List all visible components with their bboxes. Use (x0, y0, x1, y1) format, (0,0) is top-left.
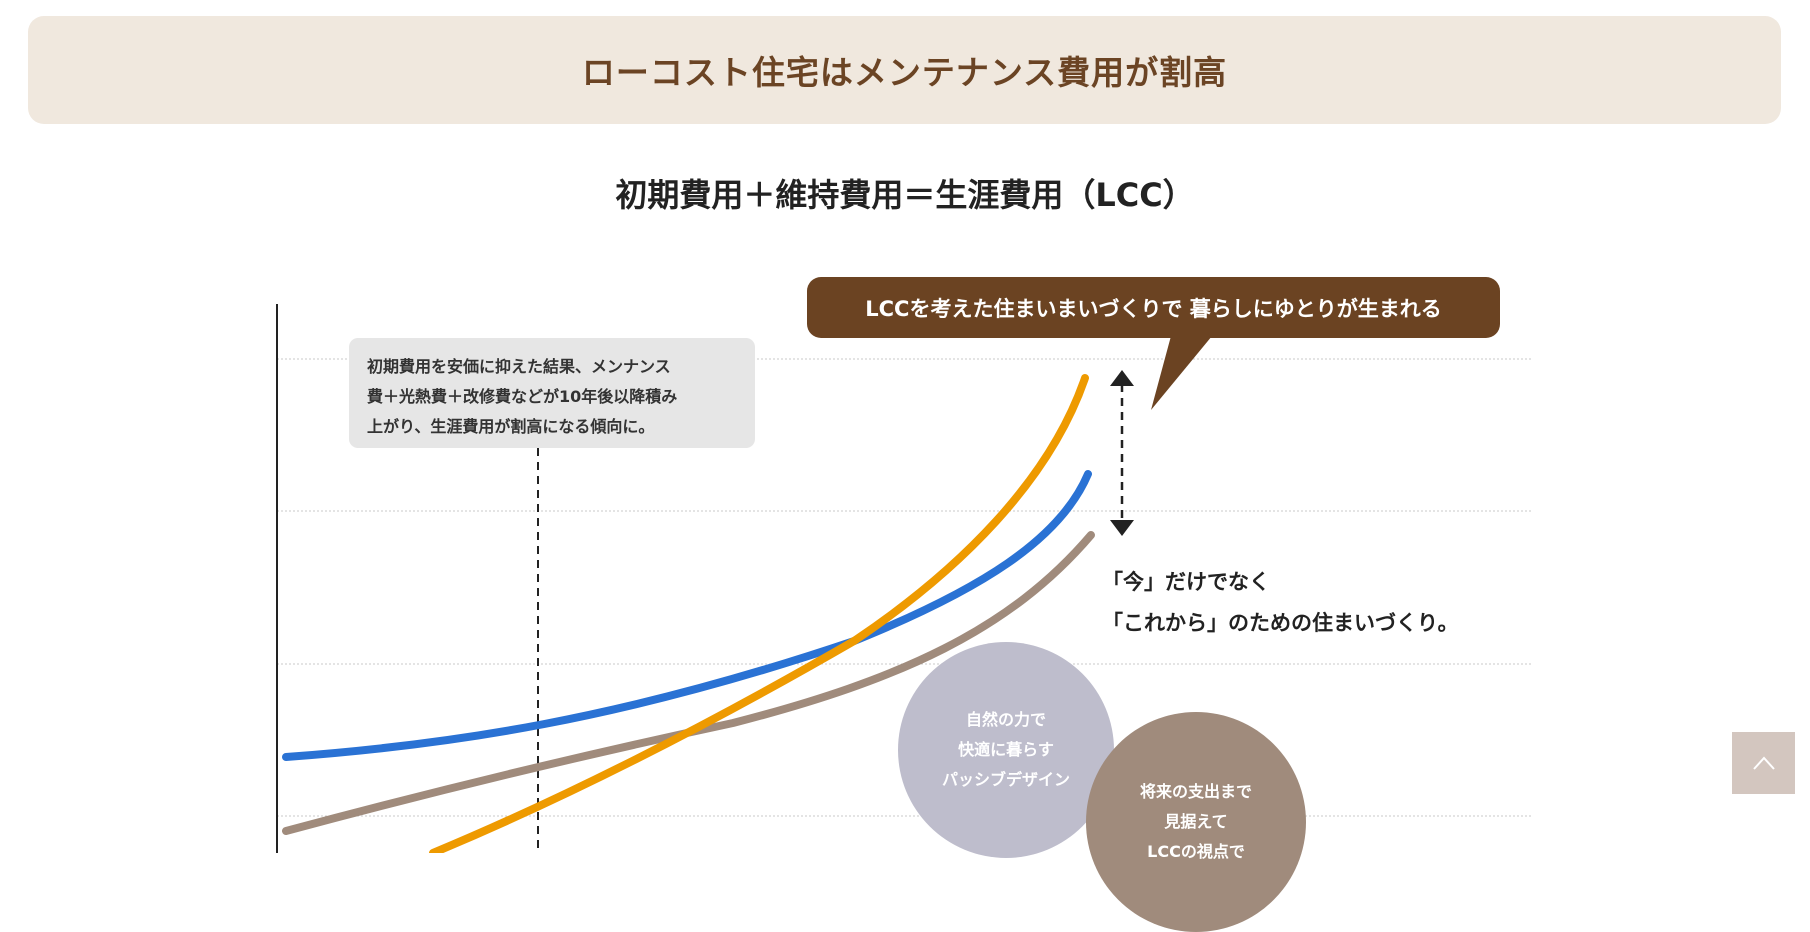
note-line: 初期費用を安価に抑えた結果、メンナンス (367, 357, 671, 376)
chevron-up-icon (1752, 756, 1775, 770)
callout-text: LCCを考えた住まいまいづくりで 暮らしにゆとりが生まれる (865, 296, 1442, 321)
message: 「今」だけでなく 「これから」のための住まいづくり。 (1102, 562, 1459, 644)
arrow-up-icon (1110, 370, 1134, 386)
scroll-to-top-button[interactable] (1732, 732, 1795, 794)
callout-tail (1151, 336, 1212, 410)
taupe-curve (282, 531, 1095, 835)
note-box: 初期費用を安価に抑えた結果、メンナンス 費＋光熱費＋改修費などが10年後以降積み… (349, 338, 755, 448)
message-line: 「これから」のための住まいづくり。 (1102, 611, 1459, 635)
message-line: 「今」だけでなく (1102, 570, 1270, 594)
section-title: ローコスト住宅はメンテナンス費用が割高 (581, 53, 1228, 92)
note-line: 費＋光熱費＋改修費などが10年後以降積み (367, 387, 678, 406)
blue-curve (282, 470, 1092, 761)
circle-line: 見据えて (1164, 812, 1228, 831)
diagram-title: 初期費用＋維持費用＝生涯費用（LCC） (615, 176, 1195, 214)
difference-arrow (1110, 370, 1134, 536)
circle-line: LCCの視点で (1147, 842, 1245, 861)
orange-curve (429, 374, 1089, 853)
lcc-view-circle: 将来の支出まで 見据えて LCCの視点で (1086, 712, 1306, 932)
note-line: 上がり、生涯費用が割高になる傾向に。 (367, 417, 655, 436)
passive-design-circle: 自然の力で 快適に暮らす パッシブデザイン (898, 642, 1114, 858)
circle-line: 自然の力で (965, 710, 1046, 729)
arrow-down-icon (1110, 520, 1134, 536)
section-header: ローコスト住宅はメンテナンス費用が割高 (28, 16, 1781, 124)
circle-line: 快適に暮らす (958, 740, 1054, 759)
circle-line: 将来の支出まで (1139, 782, 1252, 801)
callout-bubble: LCCを考えた住まいまいづくりで 暮らしにゆとりが生まれる (807, 277, 1500, 338)
lcc-diagram (276, 304, 1532, 853)
circle-line: パッシブデザイン (941, 770, 1070, 789)
